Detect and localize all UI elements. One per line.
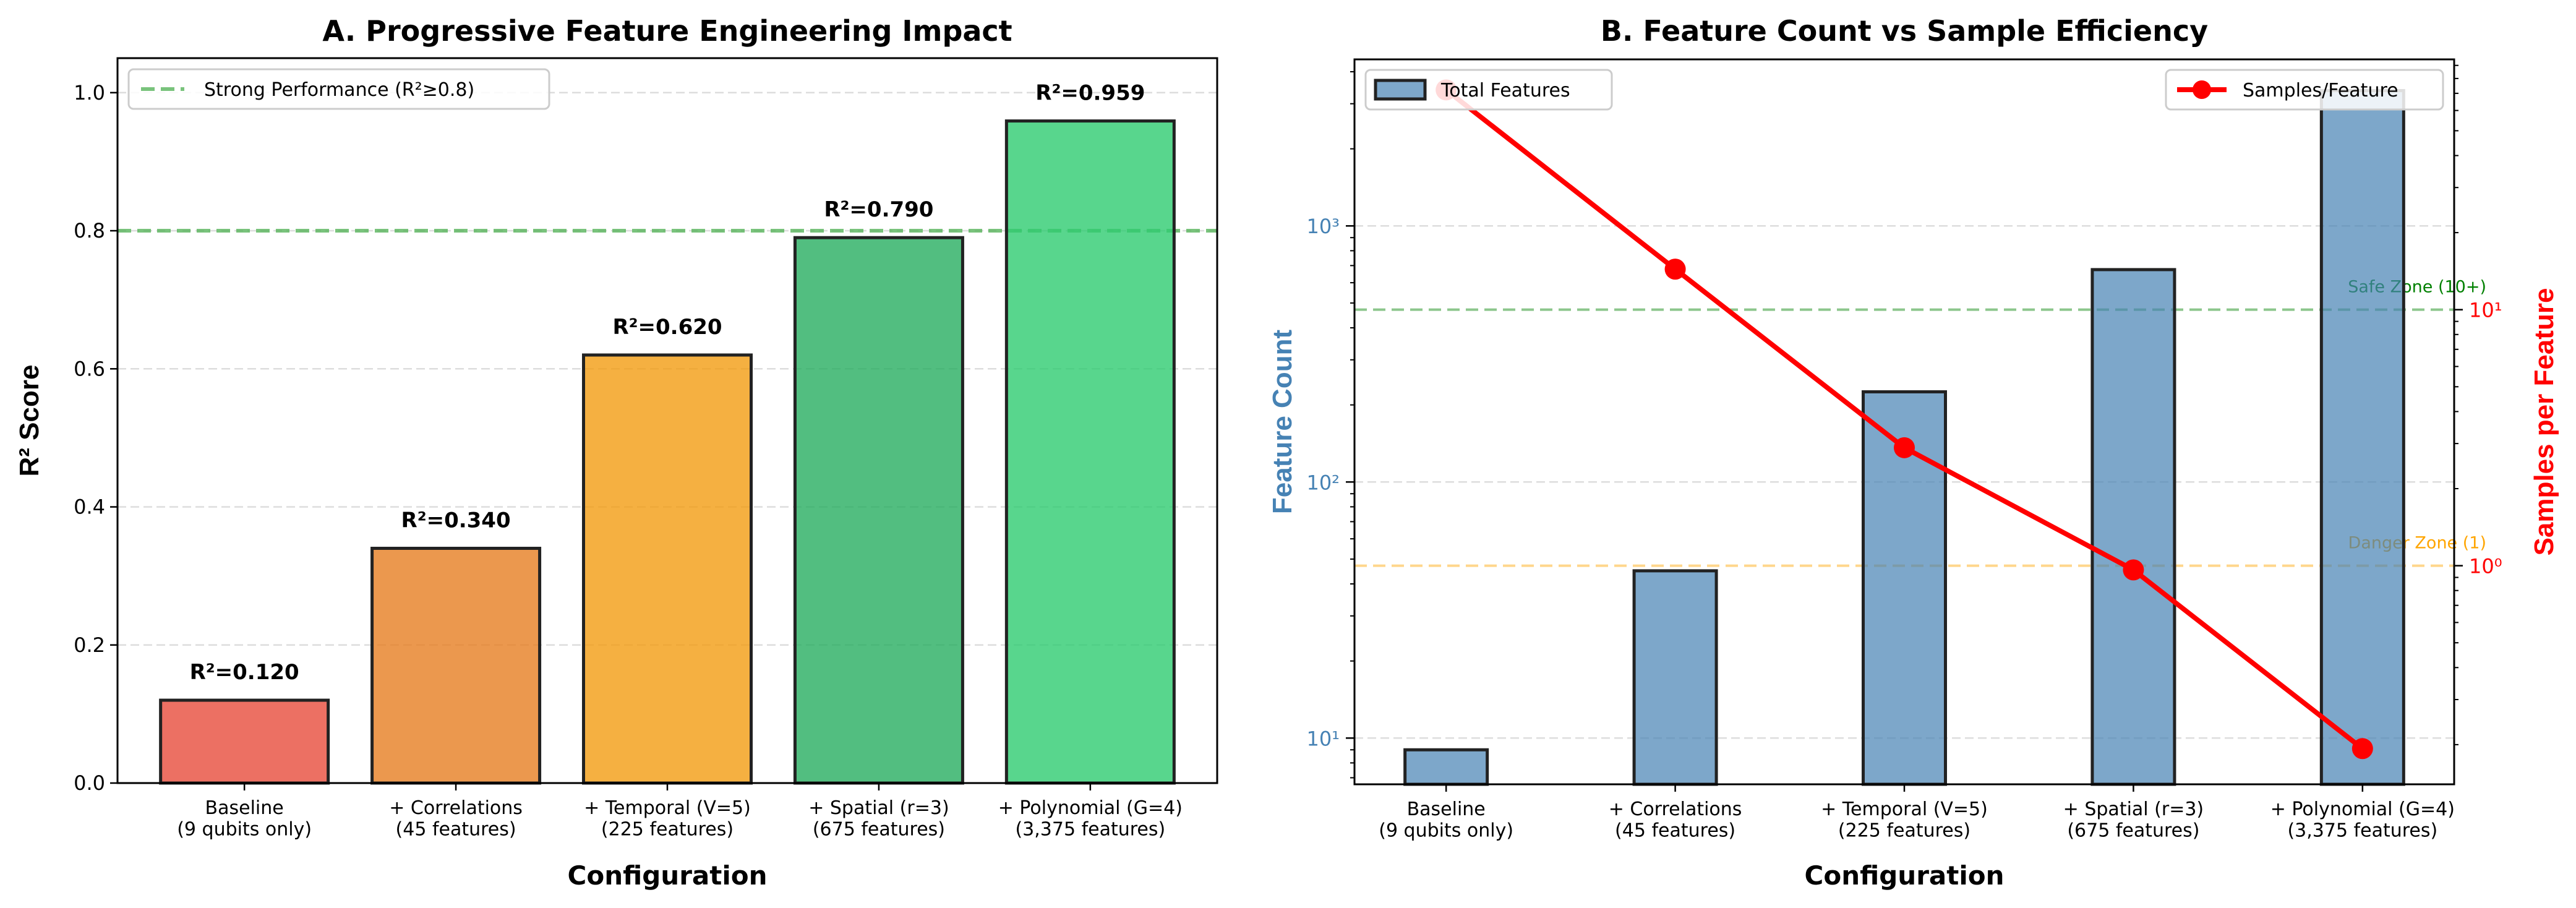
legend-swatch (1374, 79, 1427, 101)
x-axis-label: Configuration (568, 860, 768, 891)
data-label: R²=0.959 (1035, 81, 1145, 106)
plot-frame (116, 57, 1218, 784)
x-tick-label: Baseline (9 qubits only) (177, 797, 312, 841)
y-axis-label: R² Score (14, 365, 45, 477)
x-tick-label: + Polynomial (G=4) (3,375 features) (2270, 799, 2455, 842)
x-tick-label: + Temporal (V=5) (225 features) (1821, 799, 1988, 842)
y-tick-label: 0.6 (74, 357, 105, 380)
right-y-axis-label: Samples per Feature (2529, 288, 2559, 556)
x-tick-label: + Polynomial (G=4) (3,375 features) (998, 797, 1183, 841)
x-tick-label: + Correlations (45 features) (1609, 799, 1742, 842)
chart-title: A. Progressive Feature Engineering Impac… (322, 14, 1012, 48)
data-point (1664, 259, 1686, 280)
data-label: R²=0.620 (612, 315, 722, 340)
y-tick-label: 1.0 (74, 81, 105, 105)
bar (1004, 119, 1176, 785)
bar (159, 698, 330, 785)
bar (793, 236, 964, 785)
bar (2090, 268, 2176, 786)
legend: Strong Performance (R²≥0.8) (127, 68, 550, 110)
y-tick-label: 0.2 (74, 633, 105, 657)
x-tick-label: + Spatial (r=3) (675 features) (2063, 799, 2204, 842)
left-y-axis-label: Feature Count (1267, 330, 1298, 515)
x-tick-label: + Temporal (V=5) (225 features) (584, 797, 751, 841)
data-label: R²=0.120 (190, 660, 299, 685)
legend-box (2165, 69, 2444, 111)
plot-frame (1353, 58, 2455, 786)
bar (1632, 569, 1718, 786)
legend-left: Total Features (1364, 69, 1613, 111)
legend-marker (2193, 80, 2211, 99)
data-label: R²=0.340 (401, 508, 511, 533)
legend-box (1364, 69, 1613, 111)
x-tick-label: + Correlations (45 features) (389, 797, 523, 841)
chart-a: 0.0 0.2 0.4 0.6 0.8 1.0 R²=0.120 R²=0.340 R²=0.6… (14, 14, 1218, 891)
x-tick-label: Baseline (9 qubits only) (1379, 799, 1513, 842)
legend-label: Samples/Feature (2243, 80, 2398, 101)
x-axis-label: Configuration (1805, 860, 2005, 891)
y-tick-label: 0.8 (74, 219, 105, 242)
left-y-tick-label: 10¹ (1306, 727, 1340, 750)
y-tick-label: 0.0 (74, 771, 105, 795)
left-y-tick-label: 10² (1306, 471, 1340, 494)
data-label: R²=0.790 (824, 197, 933, 222)
bar (582, 353, 753, 785)
bar (1403, 748, 1489, 786)
data-point (2123, 559, 2144, 581)
right-y-tick-label: 10¹ (2469, 299, 2502, 322)
x-tick-label: + Spatial (r=3) (675 features) (808, 797, 949, 841)
chart-title: B. Feature Count vs Sample Efficiency (1601, 14, 2208, 48)
data-point (1894, 437, 1915, 458)
right-y-tick-label: 10⁰ (2469, 555, 2502, 578)
legend-right: Samples/Feature (2165, 69, 2444, 111)
legend-box (127, 68, 550, 110)
legend-label: Strong Performance (R²≥0.8) (204, 79, 474, 101)
bar (2319, 89, 2405, 786)
y-tick-label: 0.4 (74, 495, 105, 519)
legend-label: Total Features (1440, 80, 1570, 101)
left-y-tick-label: 10³ (1306, 215, 1340, 238)
data-point (2351, 738, 2373, 760)
bar (370, 546, 542, 785)
